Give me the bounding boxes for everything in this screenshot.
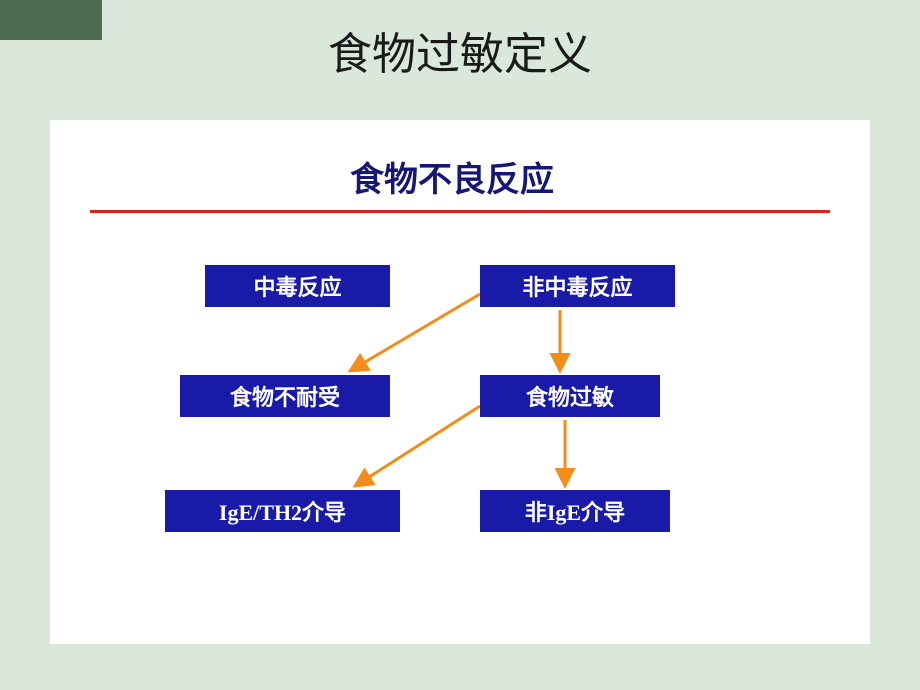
node-n-nontoxic: 非中毒反应 [480, 265, 675, 307]
arrow-a3 [355, 406, 480, 486]
node-n-intolerance: 食物不耐受 [180, 375, 390, 417]
diagram-panel: 食物不良反应 中毒反应非中毒反应食物不耐受食物过敏IgE/TH2介导非IgE介导 [50, 120, 870, 644]
node-n-ige: IgE/TH2介导 [165, 490, 400, 532]
arrows-layer [50, 120, 870, 644]
node-n-nonige: 非IgE介导 [480, 490, 670, 532]
slide-title: 食物过敏定义 [0, 18, 920, 82]
node-n-allergy: 食物过敏 [480, 375, 660, 417]
node-n-toxic: 中毒反应 [205, 265, 390, 307]
slide-background: 食物过敏定义 食物不良反应 中毒反应非中毒反应食物不耐受食物过敏IgE/TH2介… [0, 0, 920, 690]
